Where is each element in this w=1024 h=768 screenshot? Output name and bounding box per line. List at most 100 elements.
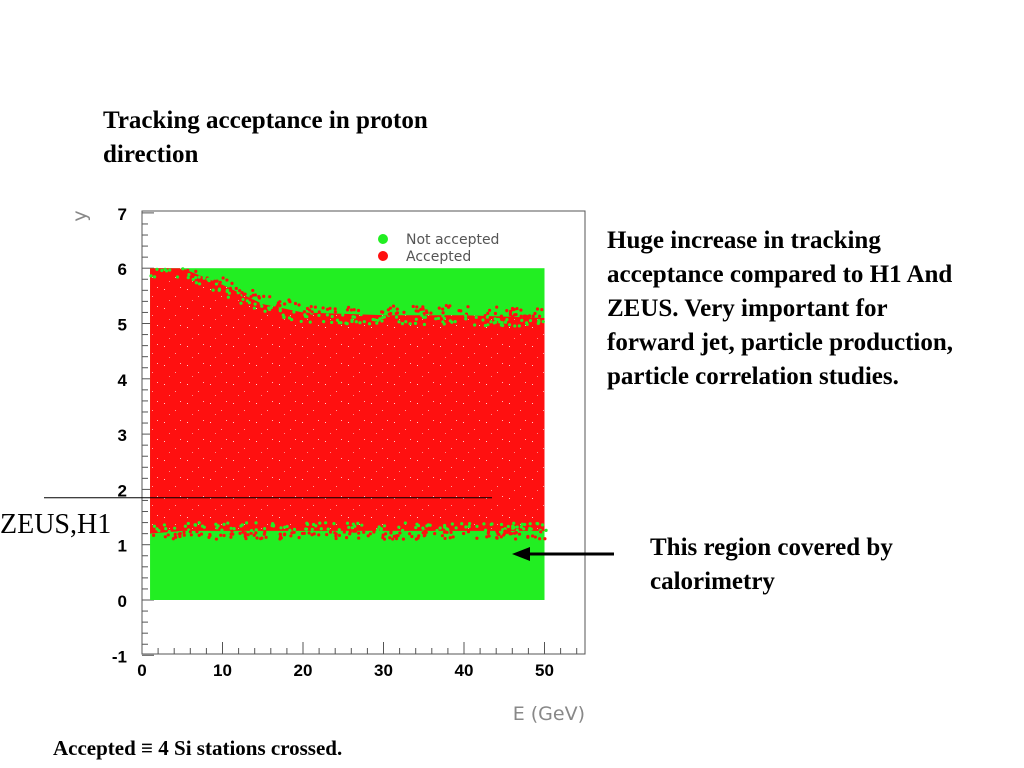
boundary-point (325, 307, 330, 311)
boundary-point (186, 276, 190, 280)
boundary-point (214, 282, 219, 286)
boundary-point (317, 310, 321, 314)
boundary-point (247, 301, 252, 305)
boundary-point (194, 269, 198, 273)
legend-label: Not accepted (406, 232, 499, 248)
boundary-point (371, 317, 375, 322)
boundary-point (354, 320, 358, 324)
boundary-point (194, 281, 199, 285)
boundary-point (519, 314, 523, 318)
boundary-point (197, 275, 201, 279)
boundary-point (362, 530, 366, 534)
boundary-point (487, 534, 491, 538)
boundary-point (492, 321, 496, 325)
boundary-point (378, 317, 382, 321)
boundary-point (341, 313, 345, 317)
boundary-point (213, 279, 217, 283)
boundary-point (350, 526, 355, 530)
boundary-point (307, 531, 311, 535)
boundary-point (263, 309, 267, 313)
boundary-point (305, 521, 309, 525)
acceptance-comment: Huge increase in tracking acceptance com… (607, 227, 954, 390)
boundary-point (260, 536, 264, 540)
y-tick-label: 5 (118, 316, 127, 335)
boundary-point (397, 525, 401, 529)
boundary-point (459, 309, 463, 313)
y-tick-label: 1 (118, 537, 127, 556)
boundary-point (319, 527, 323, 531)
boundary-point (278, 532, 283, 537)
boundary-point (240, 523, 244, 527)
boundary-point (321, 306, 325, 310)
boundary-point (389, 529, 393, 533)
boundary-point (214, 537, 219, 541)
boundary-point (297, 535, 301, 540)
boundary-point (535, 307, 540, 311)
boundary-point (489, 522, 493, 527)
acceptance-footnote: Accepted ≡ 4 Si stations crossed. (53, 736, 343, 760)
boundary-point (449, 530, 453, 534)
boundary-point (254, 521, 258, 525)
boundary-point (417, 534, 421, 538)
boundary-point (282, 315, 286, 319)
boundary-point (499, 535, 503, 539)
boundary-point (533, 535, 537, 539)
boundary-point (395, 307, 399, 311)
x-tick-label: 0 (137, 661, 146, 680)
boundary-point (496, 532, 500, 536)
x-axis-label: E (GeV) (513, 703, 585, 725)
boundary-point (401, 537, 406, 541)
boundary-point (525, 322, 529, 327)
boundary-point (232, 526, 236, 531)
boundary-point (228, 286, 233, 290)
boundary-point (292, 527, 297, 531)
boundary-point (312, 532, 316, 536)
boundary-point (243, 534, 247, 539)
boundary-point (243, 532, 247, 536)
boundary-point (520, 318, 524, 322)
boundary-point (482, 522, 486, 526)
boundary-point (453, 320, 457, 324)
y-tick-label: 7 (118, 205, 127, 224)
y-tick-label: 2 (118, 481, 127, 500)
boundary-point (540, 308, 544, 312)
boundary-point (423, 529, 427, 533)
boundary-point (152, 533, 156, 537)
boundary-point (400, 322, 405, 326)
boundary-point (535, 521, 539, 526)
boundary-point (160, 268, 164, 273)
boundary-point (376, 528, 380, 532)
boundary-point (474, 315, 478, 319)
boundary-point (508, 311, 512, 315)
boundary-point (413, 321, 418, 325)
boundary-point (464, 314, 468, 318)
boundary-point (333, 531, 337, 535)
boundary-point (486, 323, 490, 327)
y-tick-label: 0 (118, 592, 127, 611)
boundary-point (337, 321, 341, 325)
boundary-point (193, 523, 197, 527)
boundary-point (178, 531, 182, 536)
boundary-point (446, 527, 450, 532)
boundary-point (167, 529, 171, 534)
boundary-point (517, 324, 521, 328)
boundary-point (514, 312, 518, 317)
boundary-point (328, 306, 332, 310)
boundary-point (207, 535, 211, 539)
boundary-point (442, 530, 447, 534)
boundary-point (353, 529, 358, 533)
boundary-point (186, 268, 190, 272)
boundary-point (408, 532, 412, 536)
boundary-point (400, 528, 405, 532)
boundary-point (414, 525, 418, 530)
boundary-point (485, 315, 489, 319)
boundary-point (540, 523, 545, 527)
boundary-point (282, 532, 287, 536)
boundary-point (164, 526, 168, 531)
boundary-point (505, 530, 509, 534)
boundary-point (182, 530, 186, 534)
zeus-h1-label: ZEUS,H1 (0, 509, 112, 540)
boundary-point (334, 536, 338, 541)
boundary-point (220, 528, 224, 532)
boundary-point (208, 532, 212, 537)
